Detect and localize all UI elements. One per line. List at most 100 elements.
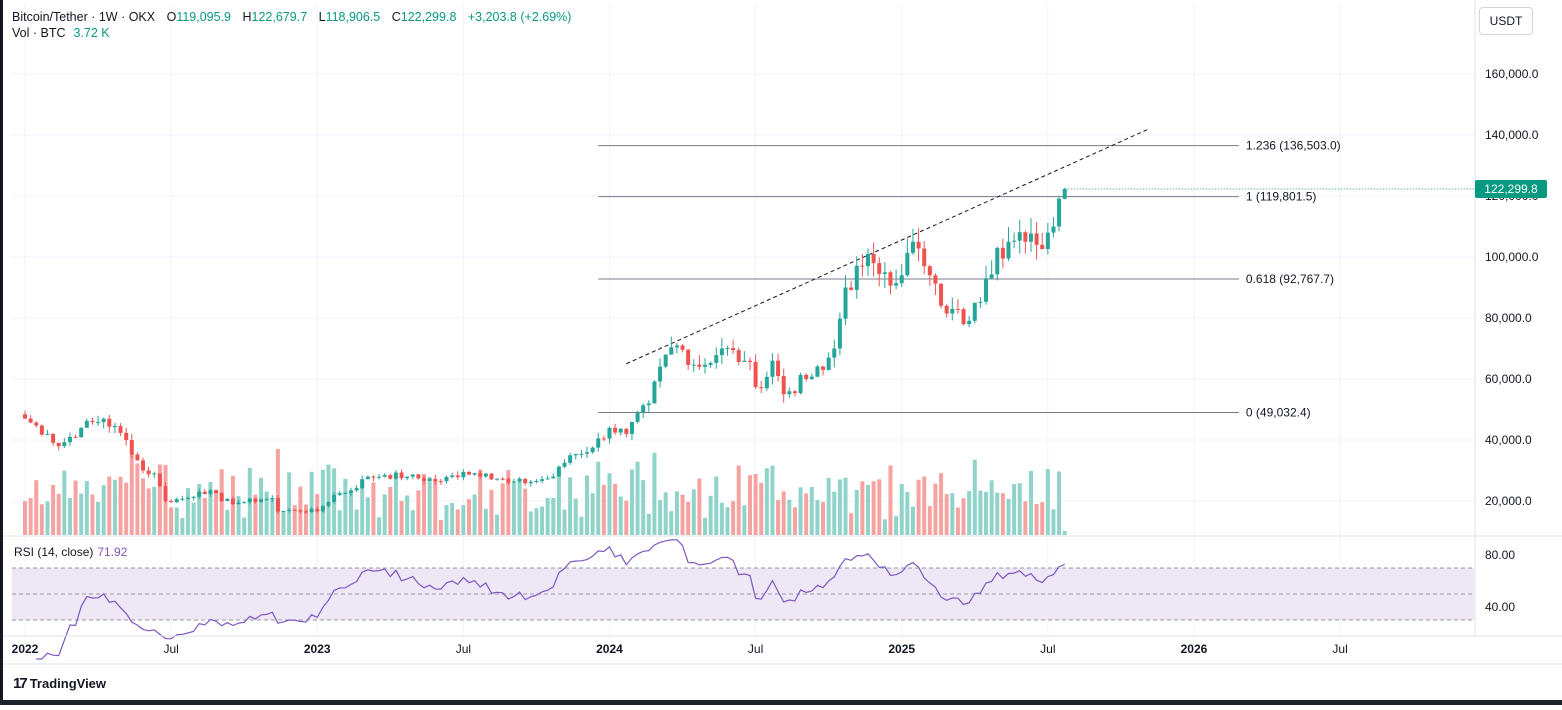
volume-bar [1012,484,1017,535]
candle-body [1023,232,1028,242]
volume-bar [933,483,938,535]
candle-body [792,391,797,394]
volume-bar [910,506,915,535]
volume-bar [545,497,550,535]
low-value: 118,906.5 [325,10,381,24]
candle-body [927,266,932,276]
candle-body [776,360,781,377]
candle-body [798,374,803,394]
volume-bar [601,484,606,535]
trendline-line [626,128,1150,365]
trendline[interactable] [626,128,1150,365]
candle-body [393,472,398,479]
tradingview-brand[interactable]: 17 TradingView [13,675,106,692]
currency-button[interactable]: USDT [1479,7,1533,35]
volume-bar [562,509,567,535]
candle-body [551,476,556,479]
volume-bar [377,517,382,535]
volume-bar [79,493,84,535]
candle-body [455,475,460,478]
volume-bar [804,493,809,535]
candle-body [528,481,533,484]
time-tick-label: Jul [1040,642,1055,656]
volume-bar [658,500,663,535]
candle-body [922,248,927,267]
volume-bar [1034,504,1039,535]
volume-bar [624,500,629,535]
volume-bar [916,479,921,535]
volume-bar [410,510,415,535]
volume-bar [28,498,33,535]
volume-bar [287,472,292,535]
volume-bar [1000,493,1005,535]
candle-body [1028,233,1033,242]
volume-bar [337,510,342,535]
candle-body [185,497,190,499]
rsi-legend[interactable]: RSI (14, close) 71.92 [14,545,127,559]
volume-bar [725,507,730,535]
legend-header: Bitcoin/Tether · 1W · OKX O119,095.9 H12… [12,9,571,41]
candle-body [961,309,966,325]
candle-body [562,462,567,467]
volume-bar [427,477,432,535]
candle-body [742,360,747,362]
volume-bar [292,505,297,535]
volume-bar [882,519,887,535]
volume-bar [798,487,803,535]
candle-body [34,422,39,426]
volume-bar [422,474,427,535]
candle-body [753,361,758,388]
volume-bar [388,487,393,535]
candle-body [270,497,275,500]
candle-body [506,479,511,483]
rsi-tick-label: 80.00 [1485,548,1515,562]
price-tick-label: 160,000.0 [1485,67,1539,81]
last-price-tag [1475,179,1547,198]
volume-bar [955,507,960,535]
volume-bar [753,474,758,535]
volume-bar [1017,483,1022,535]
candle-body [287,509,292,511]
fibonacci-levels[interactable]: 1.236 (136,503.0) 1 (119,801.5) 0.618 (92,… [598,139,1341,420]
candle-body [877,263,882,274]
candle-body [832,348,837,358]
candle-body [163,486,168,501]
volume-bar [472,494,477,535]
volume-bar [1062,531,1067,535]
candle-body [556,466,561,477]
volume-bar [736,465,741,535]
volume-bar [416,490,421,535]
candle-body [433,478,438,482]
brand-name: TradingView [29,676,107,691]
candle-body [466,472,471,475]
volume-bar [787,499,792,535]
rsi-line [36,539,1065,660]
candle-body [967,320,972,325]
candle-body [332,494,337,502]
volume-bar [382,494,387,535]
candle-body [348,490,353,493]
volume-label[interactable]: Vol · BTC [12,26,66,40]
candle-body [944,305,949,314]
candle-body [1051,226,1056,233]
candles[interactable] [23,187,1067,515]
volume-bar [455,509,460,535]
volume-bar [393,476,398,535]
volume-bar [894,516,899,535]
candle-body [101,418,106,423]
volume-bar [697,478,702,535]
candle-body [135,454,140,461]
rsi-value: 71.92 [97,545,128,559]
candle-body [242,502,247,504]
volume-bar [191,502,196,535]
price-tick-label: 60,000.0 [1485,372,1532,386]
candle-body [849,287,854,290]
candle-body [652,381,657,404]
volume-bar [680,494,685,535]
volume-bar [169,507,174,535]
volume-bar [433,480,438,535]
volume-bar [96,501,101,535]
symbol-label[interactable]: Bitcoin/Tether · 1W · OKX [12,10,156,24]
